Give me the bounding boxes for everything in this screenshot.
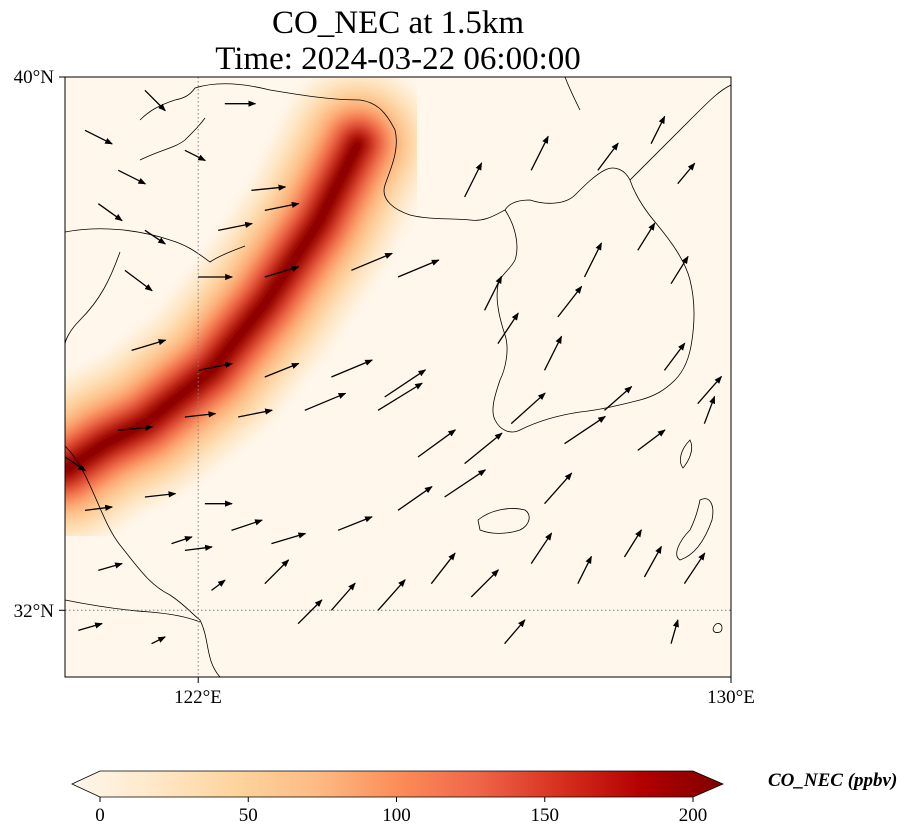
wind-arrow [637,429,666,451]
wind-arrow [151,636,166,645]
wind-arrow [623,529,642,558]
lon-tick-130: 130°E [707,677,755,708]
wind-arrow [637,222,656,251]
wind-arrow [470,569,500,598]
wind-arrow [78,622,103,631]
wind-arrow [144,491,177,498]
wind-arrow [384,369,427,398]
wind-arrow [131,339,167,351]
wind-arrow [351,252,393,271]
wind-arrow [377,382,423,411]
colorbar-ticks: 0 50 100 150 200 [95,797,707,826]
colorbar-tick-label: 150 [531,805,560,826]
co-plume [65,77,434,546]
colorbar-tick-label: 50 [239,805,258,826]
wind-arrow [264,265,300,278]
wind-vectors [65,89,731,645]
wind-arrow [604,386,633,411]
wind-arrow [670,255,689,285]
wind-arrow [397,259,440,278]
map-title-line-2: Time: 2024-03-22 06:00:00 [215,41,581,77]
wind-arrow [703,395,716,424]
wind-arrow [198,361,233,371]
wind-arrow [430,552,456,585]
wind-arrow [238,408,273,418]
wind-arrow [564,415,606,445]
lat-tick-40: 40°N [14,67,65,88]
wind-arrow [331,359,373,378]
wind-arrow [377,579,406,611]
plume-band [65,136,366,478]
wind-arrow [330,582,356,611]
wind-arrow [211,579,226,591]
wind-arrow [264,362,300,378]
wind-arrow [218,221,253,231]
wind-arrow [184,544,213,551]
colorbar-label: CO_NEC (ppbv) [768,770,898,791]
wind-arrow [84,504,113,511]
wind-arrow [730,462,731,464]
colorbar: 0 50 100 150 200 [71,770,725,826]
wind-arrow [557,285,583,318]
wind-arrow [84,129,113,145]
wind-arrow [677,162,696,185]
map-panel [65,77,731,677]
wind-arrow [464,162,483,198]
wind-arrow [530,135,549,171]
wind-arrow [497,312,519,345]
wind-arrow [417,429,457,458]
lat-tick-label-40: 40°N [14,67,55,88]
wind-arrow [264,559,290,585]
wind-arrow [397,486,433,511]
wind-arrow [117,169,147,185]
wind-arrow [510,392,546,425]
wind-arrow [251,184,287,191]
wind-arrow [663,342,686,371]
map-frame [64,76,732,678]
lon-tick-label-130: 130°E [707,687,755,708]
wind-arrow [504,619,526,645]
wind-arrow [144,229,166,245]
wind-arrow [544,472,573,505]
wind-arrow [171,536,193,545]
wind-arrow [118,424,154,431]
lon-tick-122: 122°E [174,677,222,708]
wind-arrow [464,432,503,465]
wind-arrow [683,552,706,585]
wind-arrow [697,375,723,405]
wind-arrow [184,411,217,418]
wind-arrow [337,516,373,531]
wind-arrow [184,149,206,162]
colorbar-body [71,770,725,798]
wind-arrow [271,532,307,545]
map-title-line-1: CO_NEC at 1.5km [271,5,525,41]
wind-arrow [543,335,563,371]
wind-arrow [444,469,487,498]
lat-tick-32: 32°N [14,601,65,622]
wind-arrow [231,519,263,531]
lat-tick-label-32: 32°N [14,601,55,622]
wind-arrow [577,555,593,584]
wind-arrow [144,89,166,112]
wind-arrow [97,203,123,222]
wind-arrow [297,599,323,625]
colorbar-tick-label: 100 [382,805,411,826]
wind-arrow [483,275,503,311]
wind-arrow [643,545,662,578]
wind-arrow [597,142,619,171]
wind-arrow [650,115,666,144]
wind-arrow [65,456,87,472]
lon-tick-label-122: 122°E [174,687,222,708]
wind-arrow [670,619,679,644]
coastlines [65,77,731,677]
wind-arrow [304,392,347,411]
wind-arrow [124,269,153,292]
wind-arrow [98,562,123,571]
colorbar-tick-label: 200 [679,805,708,826]
wind-arrow [264,201,300,211]
colorbar-tick-label: 0 [95,805,105,826]
wind-arrow [530,532,553,565]
wind-arrow [583,242,603,278]
